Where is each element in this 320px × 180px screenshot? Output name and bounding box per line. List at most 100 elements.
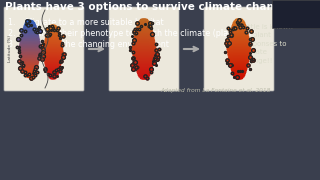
Ellipse shape	[231, 68, 247, 70]
Ellipse shape	[48, 29, 58, 31]
Ellipse shape	[45, 61, 61, 63]
Ellipse shape	[21, 61, 38, 64]
Ellipse shape	[48, 74, 58, 76]
FancyBboxPatch shape	[204, 7, 274, 91]
Ellipse shape	[45, 37, 60, 39]
Ellipse shape	[25, 73, 35, 75]
Ellipse shape	[24, 26, 36, 28]
Ellipse shape	[136, 68, 152, 70]
Ellipse shape	[20, 43, 40, 45]
Ellipse shape	[138, 72, 150, 75]
Ellipse shape	[135, 34, 153, 36]
Ellipse shape	[232, 71, 246, 73]
Ellipse shape	[229, 60, 249, 63]
Ellipse shape	[140, 77, 148, 79]
Ellipse shape	[47, 72, 59, 74]
Ellipse shape	[20, 54, 40, 57]
Ellipse shape	[133, 40, 155, 42]
Ellipse shape	[24, 70, 36, 72]
Ellipse shape	[47, 70, 59, 72]
Ellipse shape	[228, 50, 251, 52]
Ellipse shape	[132, 46, 156, 48]
Ellipse shape	[132, 49, 156, 51]
Ellipse shape	[25, 74, 35, 76]
Ellipse shape	[43, 53, 63, 55]
Ellipse shape	[228, 55, 250, 57]
Ellipse shape	[134, 38, 154, 40]
Ellipse shape	[27, 75, 33, 78]
Ellipse shape	[47, 30, 59, 32]
Ellipse shape	[22, 33, 38, 35]
Ellipse shape	[232, 69, 246, 72]
Ellipse shape	[136, 29, 152, 31]
Ellipse shape	[23, 29, 37, 31]
Ellipse shape	[134, 59, 154, 61]
Ellipse shape	[136, 28, 152, 30]
Ellipse shape	[43, 52, 63, 54]
Ellipse shape	[232, 26, 246, 29]
Ellipse shape	[20, 42, 40, 44]
Ellipse shape	[230, 31, 248, 33]
FancyBboxPatch shape	[272, 0, 320, 28]
Ellipse shape	[45, 64, 61, 66]
Text: 2.    Change their phenotype to match the climate (plasticity): 2. Change their phenotype to match the c…	[8, 29, 255, 38]
Text: Plants have 3 options to survive climate change: Plants have 3 options to survive climate…	[5, 2, 289, 12]
Ellipse shape	[228, 56, 250, 58]
Ellipse shape	[230, 32, 248, 35]
Ellipse shape	[234, 20, 244, 23]
Ellipse shape	[231, 28, 247, 30]
Ellipse shape	[46, 69, 60, 71]
Ellipse shape	[45, 62, 61, 64]
Ellipse shape	[134, 57, 154, 60]
Ellipse shape	[43, 49, 63, 51]
Ellipse shape	[233, 23, 245, 26]
Ellipse shape	[27, 20, 33, 23]
Ellipse shape	[135, 32, 153, 35]
Ellipse shape	[46, 33, 60, 35]
Ellipse shape	[44, 54, 62, 56]
Ellipse shape	[46, 34, 60, 36]
Ellipse shape	[44, 48, 62, 50]
FancyBboxPatch shape	[109, 7, 179, 91]
Ellipse shape	[137, 26, 151, 29]
Ellipse shape	[22, 66, 37, 68]
Ellipse shape	[133, 44, 155, 46]
Ellipse shape	[25, 22, 35, 24]
Ellipse shape	[138, 23, 150, 26]
Ellipse shape	[20, 44, 40, 47]
Ellipse shape	[44, 56, 62, 58]
Ellipse shape	[133, 55, 155, 57]
Ellipse shape	[45, 38, 61, 40]
Ellipse shape	[21, 39, 39, 41]
Ellipse shape	[231, 66, 247, 69]
Ellipse shape	[20, 50, 41, 52]
Ellipse shape	[228, 44, 250, 46]
Text: }: }	[230, 22, 248, 50]
Ellipse shape	[46, 36, 60, 38]
Ellipse shape	[19, 49, 41, 51]
Ellipse shape	[236, 19, 243, 21]
Ellipse shape	[22, 32, 38, 34]
Ellipse shape	[44, 57, 62, 59]
Ellipse shape	[139, 75, 149, 78]
Ellipse shape	[233, 22, 245, 24]
Ellipse shape	[22, 63, 38, 65]
Ellipse shape	[25, 23, 35, 25]
Ellipse shape	[20, 46, 41, 48]
Ellipse shape	[134, 35, 154, 37]
Ellipse shape	[137, 71, 151, 73]
Ellipse shape	[234, 75, 244, 78]
Ellipse shape	[20, 53, 40, 55]
Ellipse shape	[21, 37, 39, 40]
Ellipse shape	[21, 36, 39, 38]
Ellipse shape	[45, 65, 60, 67]
Ellipse shape	[236, 77, 243, 79]
Ellipse shape	[133, 56, 155, 58]
Ellipse shape	[133, 53, 155, 55]
Ellipse shape	[232, 25, 246, 27]
Ellipse shape	[46, 66, 60, 68]
Ellipse shape	[230, 65, 248, 67]
Ellipse shape	[134, 60, 154, 63]
Ellipse shape	[136, 66, 152, 69]
Ellipse shape	[133, 43, 155, 45]
